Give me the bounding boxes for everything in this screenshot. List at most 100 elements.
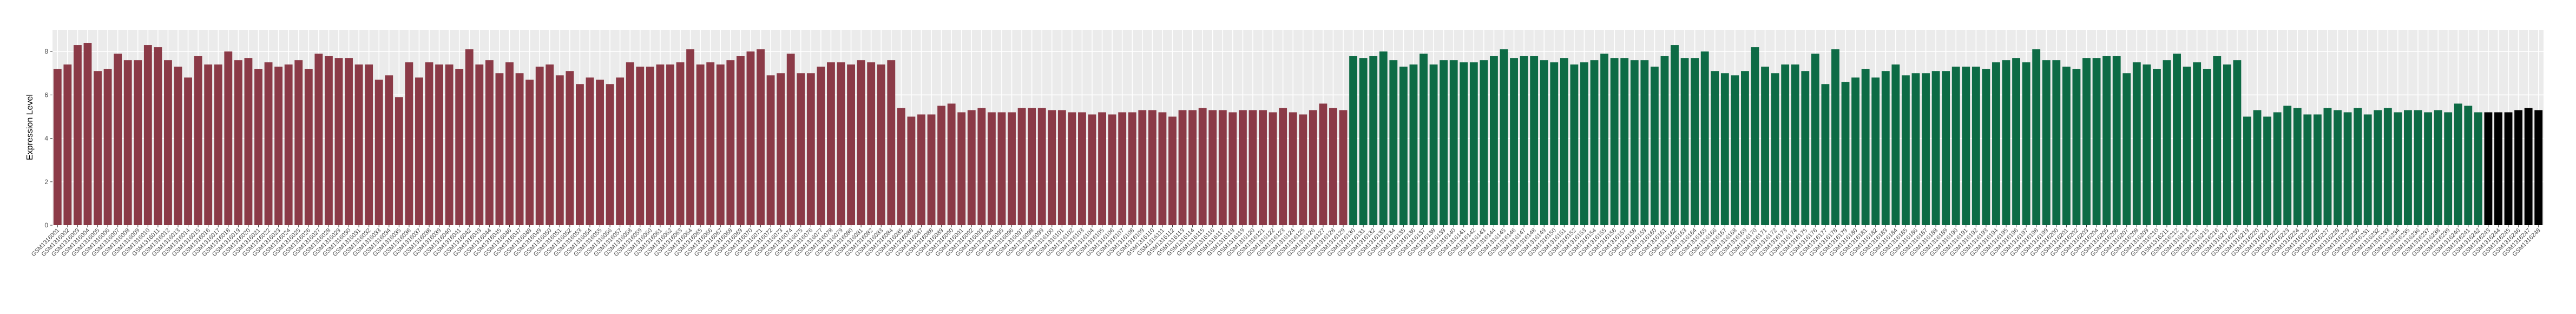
bar [555,75,564,225]
bar [1500,49,1508,225]
bar [987,112,996,225]
bar [867,62,876,226]
bar [897,108,905,225]
bar [1600,54,1609,225]
bar [997,112,1006,225]
bar [1037,108,1046,225]
bar [485,60,494,226]
bar [1259,110,1267,225]
y-tick-label: 8 [44,48,48,55]
bar [2042,60,2051,226]
bar [2072,69,2081,225]
bar [134,60,142,226]
bar [53,69,62,225]
bar [254,69,262,225]
bar [1630,60,1639,226]
bar [1901,75,1910,225]
bar [1922,73,1930,225]
bar [1731,75,1739,225]
bar [2163,60,2171,226]
bar [2464,106,2473,225]
bar [1520,56,1528,225]
bar [797,73,805,225]
bar [837,62,845,226]
bar [546,64,554,225]
y-tick-label: 4 [44,135,48,142]
bar [847,64,855,225]
bar [284,64,293,225]
bar [887,60,896,226]
bar [2303,114,2312,225]
bar [1811,54,1819,225]
bar [224,51,233,225]
bar [2524,108,2533,225]
bar [636,67,645,225]
bar [2032,49,2041,225]
bar [1540,60,1548,226]
bar [1620,58,1629,226]
bar [1891,64,1900,225]
bar [1671,45,1679,226]
bar [83,43,92,226]
bar [1319,103,1328,225]
bar [817,67,825,225]
bar [2414,110,2422,225]
bar [666,64,674,225]
bar [806,73,815,225]
bar [2484,112,2493,225]
bar [766,75,775,225]
bar [1530,56,1539,225]
bar [626,62,634,226]
bar [1389,60,1398,226]
bar [1801,71,1810,225]
bar [596,80,604,225]
bar [1640,60,1649,226]
bar [1861,69,1870,225]
bar [2062,67,2071,225]
bar [947,103,956,225]
bar [2454,103,2462,225]
bar [566,71,574,225]
bar [1911,73,1920,225]
bar [1269,112,1277,225]
bar [2173,54,2181,225]
bar [937,106,946,225]
bar [324,56,333,225]
bar [1178,110,1187,225]
bar [1480,60,1488,226]
bar [274,67,283,225]
bar [114,54,122,225]
bar [2343,112,2352,225]
bar [2434,110,2442,225]
bar [1550,62,1559,226]
bar [1720,73,1729,225]
bar [1771,73,1779,225]
bar [1068,112,1076,225]
bar [1188,110,1197,225]
bar [103,69,112,225]
bar [1248,110,1257,225]
bar [1158,112,1167,225]
bar [2424,112,2432,225]
bar [696,64,705,225]
bar [2143,64,2151,225]
bar [1339,110,1348,225]
bar [1751,47,1759,225]
bar [2213,56,2222,225]
bar [2122,73,2131,225]
bar [1791,64,1799,225]
bar [63,64,72,225]
bar [2334,110,2342,225]
bar [1761,67,1769,225]
y-tick-label: 0 [44,221,48,229]
bar [2534,110,2543,225]
bar [204,64,213,225]
bar [1881,71,1890,225]
bar [857,60,865,226]
bar [2444,112,2453,225]
bar [676,62,685,226]
bar [2293,108,2302,225]
bar [1460,62,1468,226]
bar [1851,77,1860,225]
bar [716,64,725,225]
